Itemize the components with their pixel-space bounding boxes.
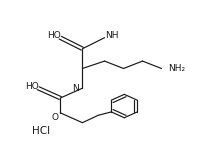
Text: NH: NH xyxy=(105,31,118,40)
Text: NH₂: NH₂ xyxy=(169,64,186,73)
Text: HO: HO xyxy=(47,31,61,40)
Text: N: N xyxy=(72,84,79,93)
Text: O: O xyxy=(51,113,58,122)
Text: HCl: HCl xyxy=(32,126,50,136)
Text: HO: HO xyxy=(25,82,39,91)
